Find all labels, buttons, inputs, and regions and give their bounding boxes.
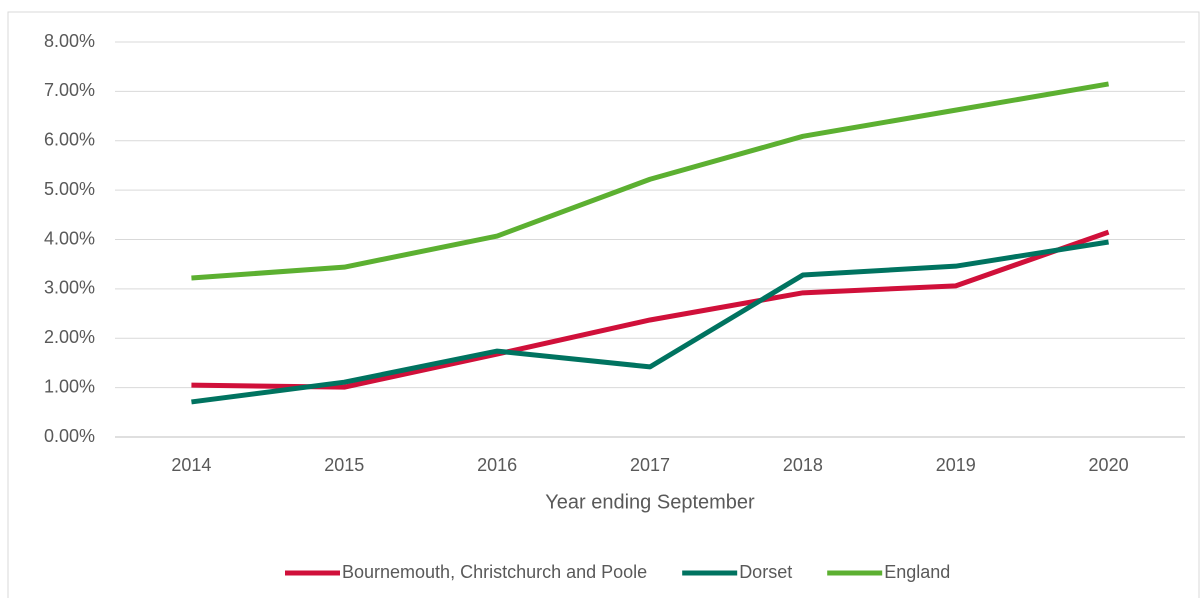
x-tick-label: 2019 <box>936 455 976 475</box>
y-tick-label: 4.00% <box>44 228 95 248</box>
series-line <box>191 229 1110 390</box>
legend-label: Bournemouth, Christchurch and Poole <box>342 562 647 582</box>
x-tick-label: 2014 <box>171 455 211 475</box>
x-tick-label: 2020 <box>1089 455 1129 475</box>
legend-label: England <box>884 562 950 582</box>
y-tick-label: 0.00% <box>44 426 95 446</box>
y-tick-label: 5.00% <box>44 179 95 199</box>
series-line <box>191 239 1109 405</box>
chart-frame <box>7 11 1200 598</box>
y-tick-label: 2.00% <box>44 327 95 347</box>
y-tick-label: 8.00% <box>44 31 95 51</box>
x-tick-label: 2018 <box>783 455 823 475</box>
x-tick-label: 2017 <box>630 455 670 475</box>
x-tick-label: 2015 <box>324 455 364 475</box>
series-line <box>191 81 1109 281</box>
y-tick-label: 6.00% <box>44 130 95 150</box>
x-tick-label: 2016 <box>477 455 517 475</box>
y-tick-label: 7.00% <box>44 80 95 100</box>
legend-label: Dorset <box>739 562 792 582</box>
y-tick-label: 1.00% <box>44 376 95 396</box>
x-axis-label: Year ending September <box>545 491 755 513</box>
y-tick-label: 3.00% <box>44 278 95 298</box>
